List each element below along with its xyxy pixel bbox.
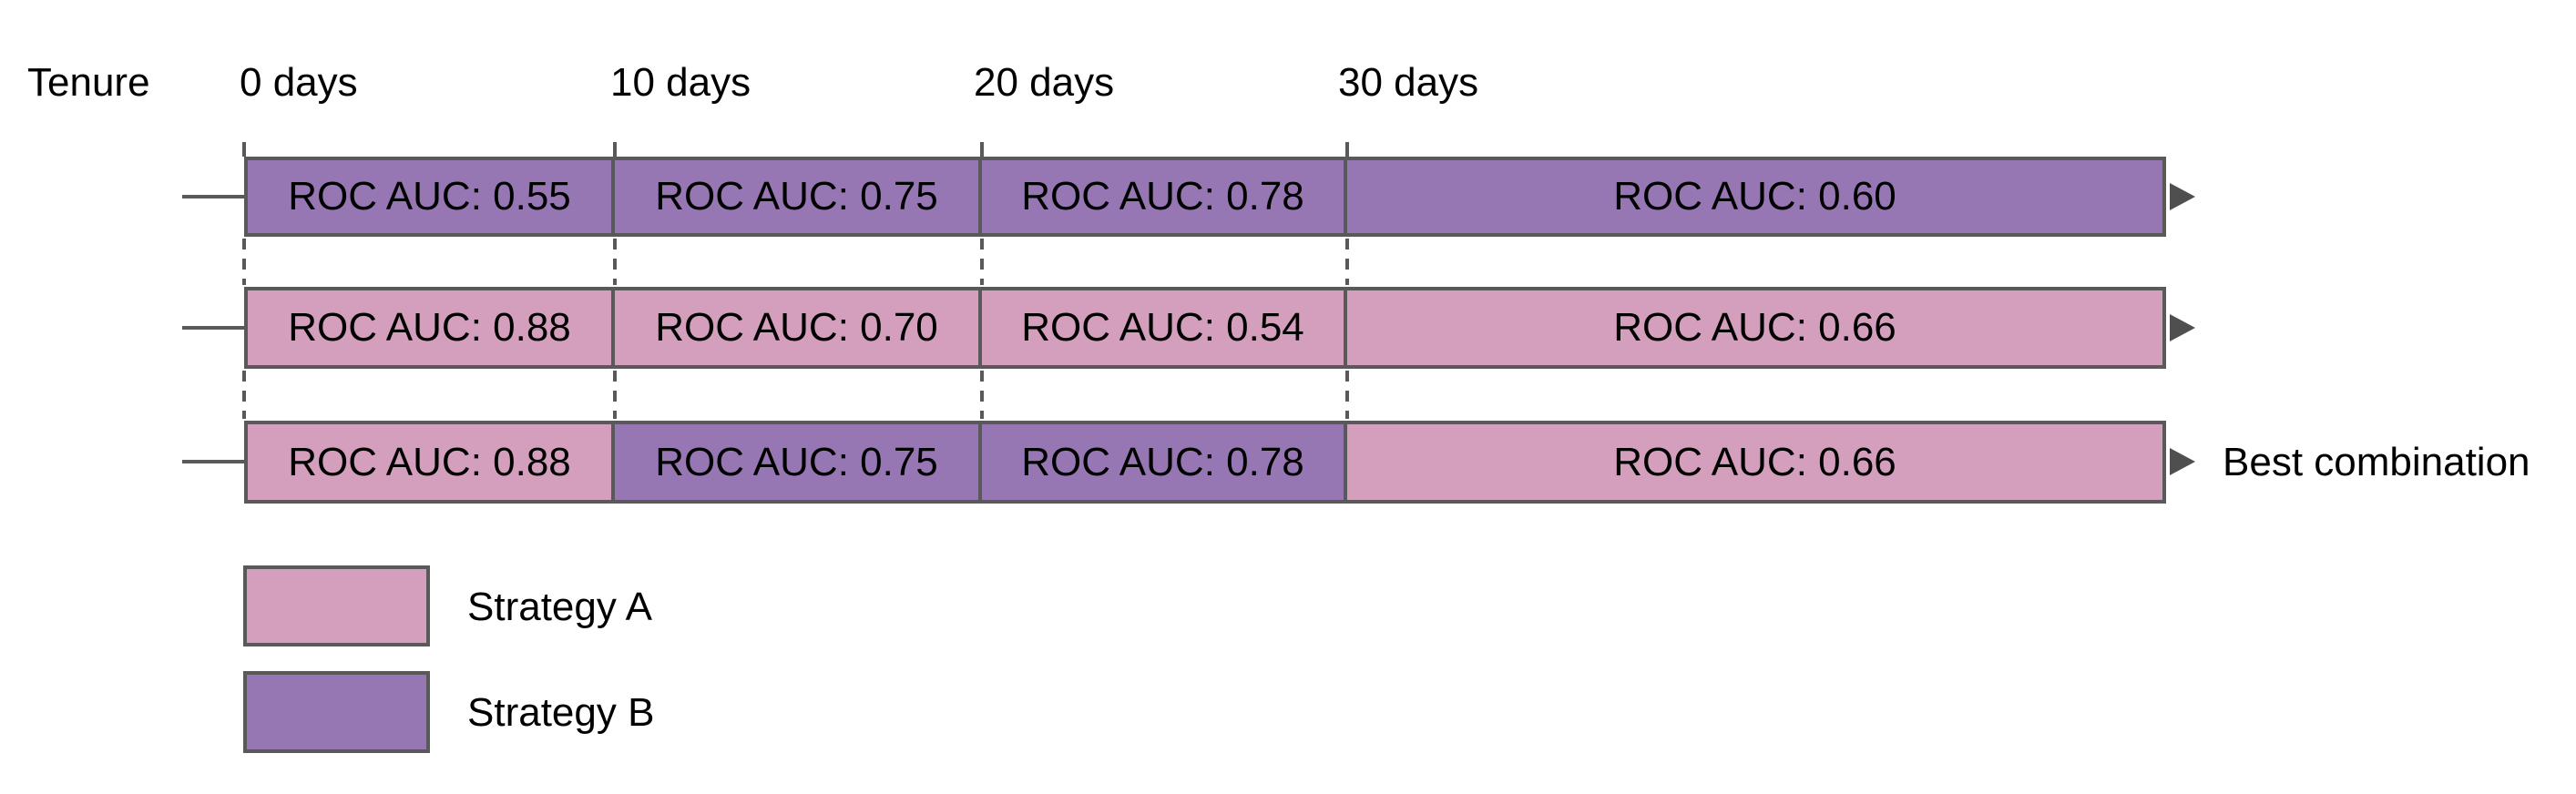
- tick-label-10-days: 10 days: [610, 60, 751, 105]
- segment-10-20-days: ROC AUC: 0.75: [615, 160, 982, 233]
- dashed-connector: [980, 239, 984, 285]
- dashed-connector: [613, 239, 617, 285]
- legend-swatch-strategy-a: [243, 565, 430, 646]
- roc-auc-label: ROC AUC: 0.55: [288, 174, 571, 219]
- roc-auc-label: ROC AUC: 0.66: [1613, 439, 1896, 484]
- axis-tick-20-days: [980, 142, 984, 157]
- roc-auc-label: ROC AUC: 0.60: [1613, 174, 1896, 219]
- leader-line-row-2: [182, 326, 244, 330]
- leader-line-row-1: [182, 195, 244, 198]
- segment-20-30-days: ROC AUC: 0.78: [982, 160, 1347, 233]
- axis-tick-10-days: [613, 142, 617, 157]
- axis-tick-0-days: [242, 142, 246, 157]
- legend-label-strategy-b: Strategy B: [467, 690, 655, 735]
- roc-auc-label: ROC AUC: 0.75: [655, 174, 938, 219]
- tick-label-20-days: 20 days: [974, 60, 1115, 105]
- tick-label-0-days: 0 days: [240, 60, 358, 105]
- axis-tick-30-days: [1345, 142, 1349, 157]
- roc-auc-label: ROC AUC: 0.54: [1021, 305, 1304, 350]
- legend-label-strategy-a: Strategy A: [467, 585, 653, 629]
- tick-label-30-days: 30 days: [1338, 60, 1479, 105]
- arrow-right-icon: [2170, 314, 2195, 341]
- dashed-connector: [242, 239, 246, 285]
- dashed-connector: [1345, 371, 1349, 419]
- segment-20-30-days: ROC AUC: 0.78: [982, 424, 1347, 500]
- dashed-connector: [242, 371, 246, 419]
- segment-10-20-days: ROC AUC: 0.75: [615, 424, 982, 500]
- roc-auc-label: ROC AUC: 0.75: [655, 439, 938, 484]
- leader-line-row-3: [182, 460, 244, 463]
- bar-row-strategy-b: ROC AUC: 0.55 ROC AUC: 0.75 ROC AUC: 0.7…: [244, 157, 2166, 237]
- segment-0-10-days: ROC AUC: 0.88: [248, 424, 615, 500]
- legend-swatch-strategy-b: [243, 671, 430, 753]
- segment-0-10-days: ROC AUC: 0.88: [248, 290, 615, 365]
- dashed-connector: [613, 371, 617, 419]
- segment-20-30-days: ROC AUC: 0.54: [982, 290, 1347, 365]
- roc-auc-label: ROC AUC: 0.88: [288, 439, 571, 484]
- segment-30-plus-days: ROC AUC: 0.66: [1347, 424, 2162, 500]
- bar-row-strategy-a: ROC AUC: 0.88 ROC AUC: 0.70 ROC AUC: 0.5…: [244, 287, 2166, 369]
- best-combination-label: Best combination: [2223, 440, 2530, 484]
- segment-0-10-days: ROC AUC: 0.55: [248, 160, 615, 233]
- segment-30-plus-days: ROC AUC: 0.66: [1347, 290, 2162, 365]
- dashed-connector: [980, 371, 984, 419]
- arrow-right-icon: [2170, 448, 2195, 475]
- roc-auc-label: ROC AUC: 0.78: [1021, 439, 1304, 484]
- dashed-connector: [1345, 239, 1349, 285]
- bar-row-best-combination: ROC AUC: 0.88 ROC AUC: 0.75 ROC AUC: 0.7…: [244, 421, 2166, 504]
- roc-auc-label: ROC AUC: 0.88: [288, 305, 571, 350]
- roc-auc-label: ROC AUC: 0.66: [1613, 305, 1896, 350]
- segment-10-20-days: ROC AUC: 0.70: [615, 290, 982, 365]
- segment-30-plus-days: ROC AUC: 0.60: [1347, 160, 2162, 233]
- tenure-axis-label: Tenure: [27, 60, 150, 105]
- roc-auc-label: ROC AUC: 0.70: [655, 305, 938, 350]
- roc-auc-label: ROC AUC: 0.78: [1021, 174, 1304, 219]
- arrow-right-icon: [2170, 183, 2195, 210]
